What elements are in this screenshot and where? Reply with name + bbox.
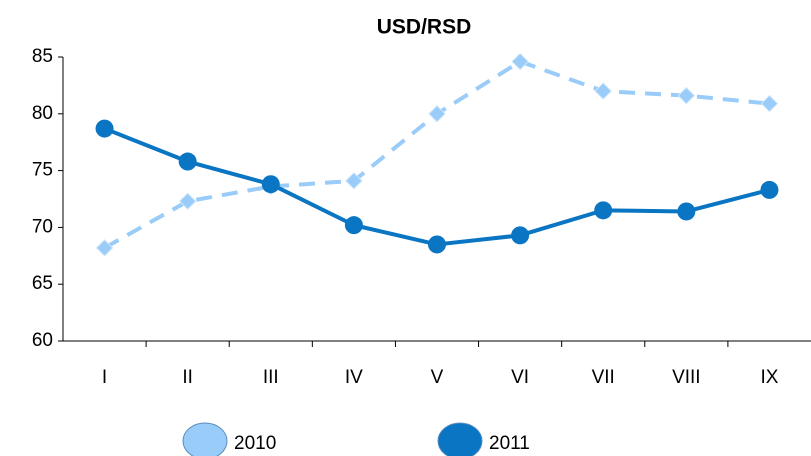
y-tick-label: 60 <box>32 330 53 351</box>
y-tick-label: 80 <box>32 103 53 124</box>
marker <box>760 94 779 113</box>
x-tick-label: III <box>263 367 279 388</box>
marker <box>511 52 529 71</box>
marker <box>344 216 363 235</box>
x-tick-label: VIII <box>672 367 701 388</box>
x-tick-label: II <box>182 367 193 388</box>
x-tick-label: I <box>102 367 107 388</box>
marker <box>511 226 530 245</box>
marker <box>594 201 613 220</box>
marker <box>428 235 446 254</box>
x-tick-label: VI <box>511 367 529 388</box>
x-tick-label: IV <box>345 367 363 388</box>
legend-label: 2010 <box>234 433 276 454</box>
x-tick-label: V <box>431 367 444 388</box>
x-tick-label: VII <box>592 367 615 388</box>
legend-label: 2011 <box>489 433 530 454</box>
marker <box>178 192 197 210</box>
marker <box>178 152 197 171</box>
y-tick-label: 65 <box>32 273 53 294</box>
marker <box>95 119 114 138</box>
series-line <box>103 126 770 247</box>
series-line <box>103 59 770 250</box>
marker <box>261 175 280 194</box>
y-tick-label: 75 <box>32 160 53 181</box>
marker <box>95 239 114 257</box>
marker <box>345 172 363 190</box>
chart-title: USD/RSD <box>377 16 472 39</box>
y-tick-label: 85 <box>32 46 53 67</box>
legend-swatch <box>182 422 228 456</box>
marker <box>677 202 696 221</box>
y-tick-label: 70 <box>32 216 53 237</box>
marker <box>760 180 779 199</box>
legend-swatch <box>437 422 483 456</box>
marker <box>428 105 446 123</box>
x-tick-label: IX <box>760 367 778 388</box>
marker <box>677 86 696 105</box>
marker <box>594 82 612 100</box>
